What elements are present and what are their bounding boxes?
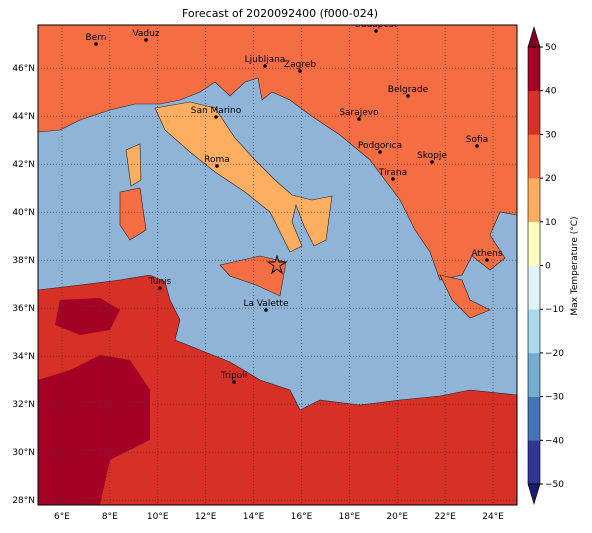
city-dot [263,64,267,68]
y-tick-label: 40°N [12,208,35,218]
land-sicily [219,255,287,297]
colorbar-segment [528,309,540,354]
y-tick-label: 44°N [12,112,35,122]
city-label: Podgorica [358,141,402,151]
city-dot [378,150,382,154]
colorbar-segment [528,90,540,135]
colorbar-tick-label: −50 [545,480,564,490]
city-label: Zagreb [284,60,316,70]
colorbar-segment [528,396,540,441]
city-label: Sarajevo [339,108,379,118]
y-tick-label: 30°N [12,448,35,458]
x-tick-label: 24°E [482,512,504,522]
city-label: Tirana [378,168,407,178]
y-tick-label: 32°N [12,400,35,410]
city-dot [232,380,236,384]
colorbar-tick-label: 50 [545,43,557,53]
colorbar-segment [528,178,540,223]
land-africa-hot [55,298,120,335]
y-tick-label: 34°N [12,352,35,362]
city-dot [144,38,148,42]
city-dot [264,308,268,312]
city-label: Bern [86,33,107,43]
colorbar-tick-label: −10 [545,305,564,315]
city-dot [298,69,302,73]
colorbar-tick-label: 10 [545,218,557,228]
colorbar-tick-label: 0 [545,262,551,272]
city-label: Belgrade [388,85,429,95]
city-label: San Marino [191,106,242,116]
y-tick-label: 36°N [12,304,35,314]
colorbar-segment [528,440,540,485]
city-dot [374,29,378,33]
colorbar-segment [528,134,540,179]
land-greece [439,274,491,319]
colorbar-extend-min [527,483,541,506]
colorbar-tick-label: 40 [545,87,557,97]
graticule [38,25,517,505]
map-frame [37,24,518,506]
city-label: Sofia [466,135,488,145]
colorbar-tick-label: −20 [545,349,564,359]
city-dot [215,164,219,168]
city-dot [94,42,98,46]
y-tick-label: 46°N [12,64,35,74]
y-tick-label: 38°N [12,256,35,266]
city-dot [406,94,410,98]
colorbar-label: Max Temperature (°C) [570,216,580,315]
city-dot [158,286,162,290]
land-sardinia [119,187,147,241]
x-tick-label: 16°E [291,512,313,522]
colorbar-tick-label: 20 [545,174,557,184]
colorbar-extend-max [527,25,541,48]
colorbar-tick-label: −30 [545,393,564,403]
city-dot [357,117,361,121]
land-africa [38,274,517,505]
city-label: Roma [204,155,230,165]
city-dot [475,144,479,148]
x-tick-label: 6°E [54,512,70,522]
x-tick-label: 12°E [195,512,217,522]
x-tick-label: 22°E [434,512,456,522]
city-label: La Valette [244,299,289,309]
city-dot [214,115,218,119]
colorbar-tick-label: 30 [545,130,557,140]
colorbar-segment [528,47,540,91]
title: Forecast of 2020092400 (f000-024) [182,7,378,20]
colorbar-segment [528,221,540,266]
city-label: Tunis [148,277,172,287]
city-dot [391,177,395,181]
city-label: Skopje [417,151,447,161]
city-dot [485,258,489,262]
city-label: Vaduz [132,29,159,39]
land-italy [154,101,333,253]
x-tick-label: 10°E [147,512,169,522]
city-label: Tripoli [220,371,248,381]
star-marker [266,254,288,275]
colorbar-segment [528,265,540,310]
y-tick-label: 28°N [12,496,35,506]
colorbar: −50 −40 −30 −20 −10 0 10 20 30 40 50 [527,25,564,506]
city-label: Ljubljana [245,55,286,65]
x-tick-label: 18°E [339,512,361,522]
land-corsica [125,143,142,187]
x-tick-label: 8°E [102,512,118,522]
land-africa-hot [38,355,150,505]
colorbar-segment [528,352,540,397]
x-tick-label: 14°E [243,512,265,522]
city-label: Budapest [355,20,398,30]
y-tick-label: 42°N [12,160,35,170]
city-dot [430,160,434,164]
colorbar-tick-label: −40 [545,436,564,446]
x-tick-label: 20°E [386,512,408,522]
city-label: Athens [471,249,502,259]
